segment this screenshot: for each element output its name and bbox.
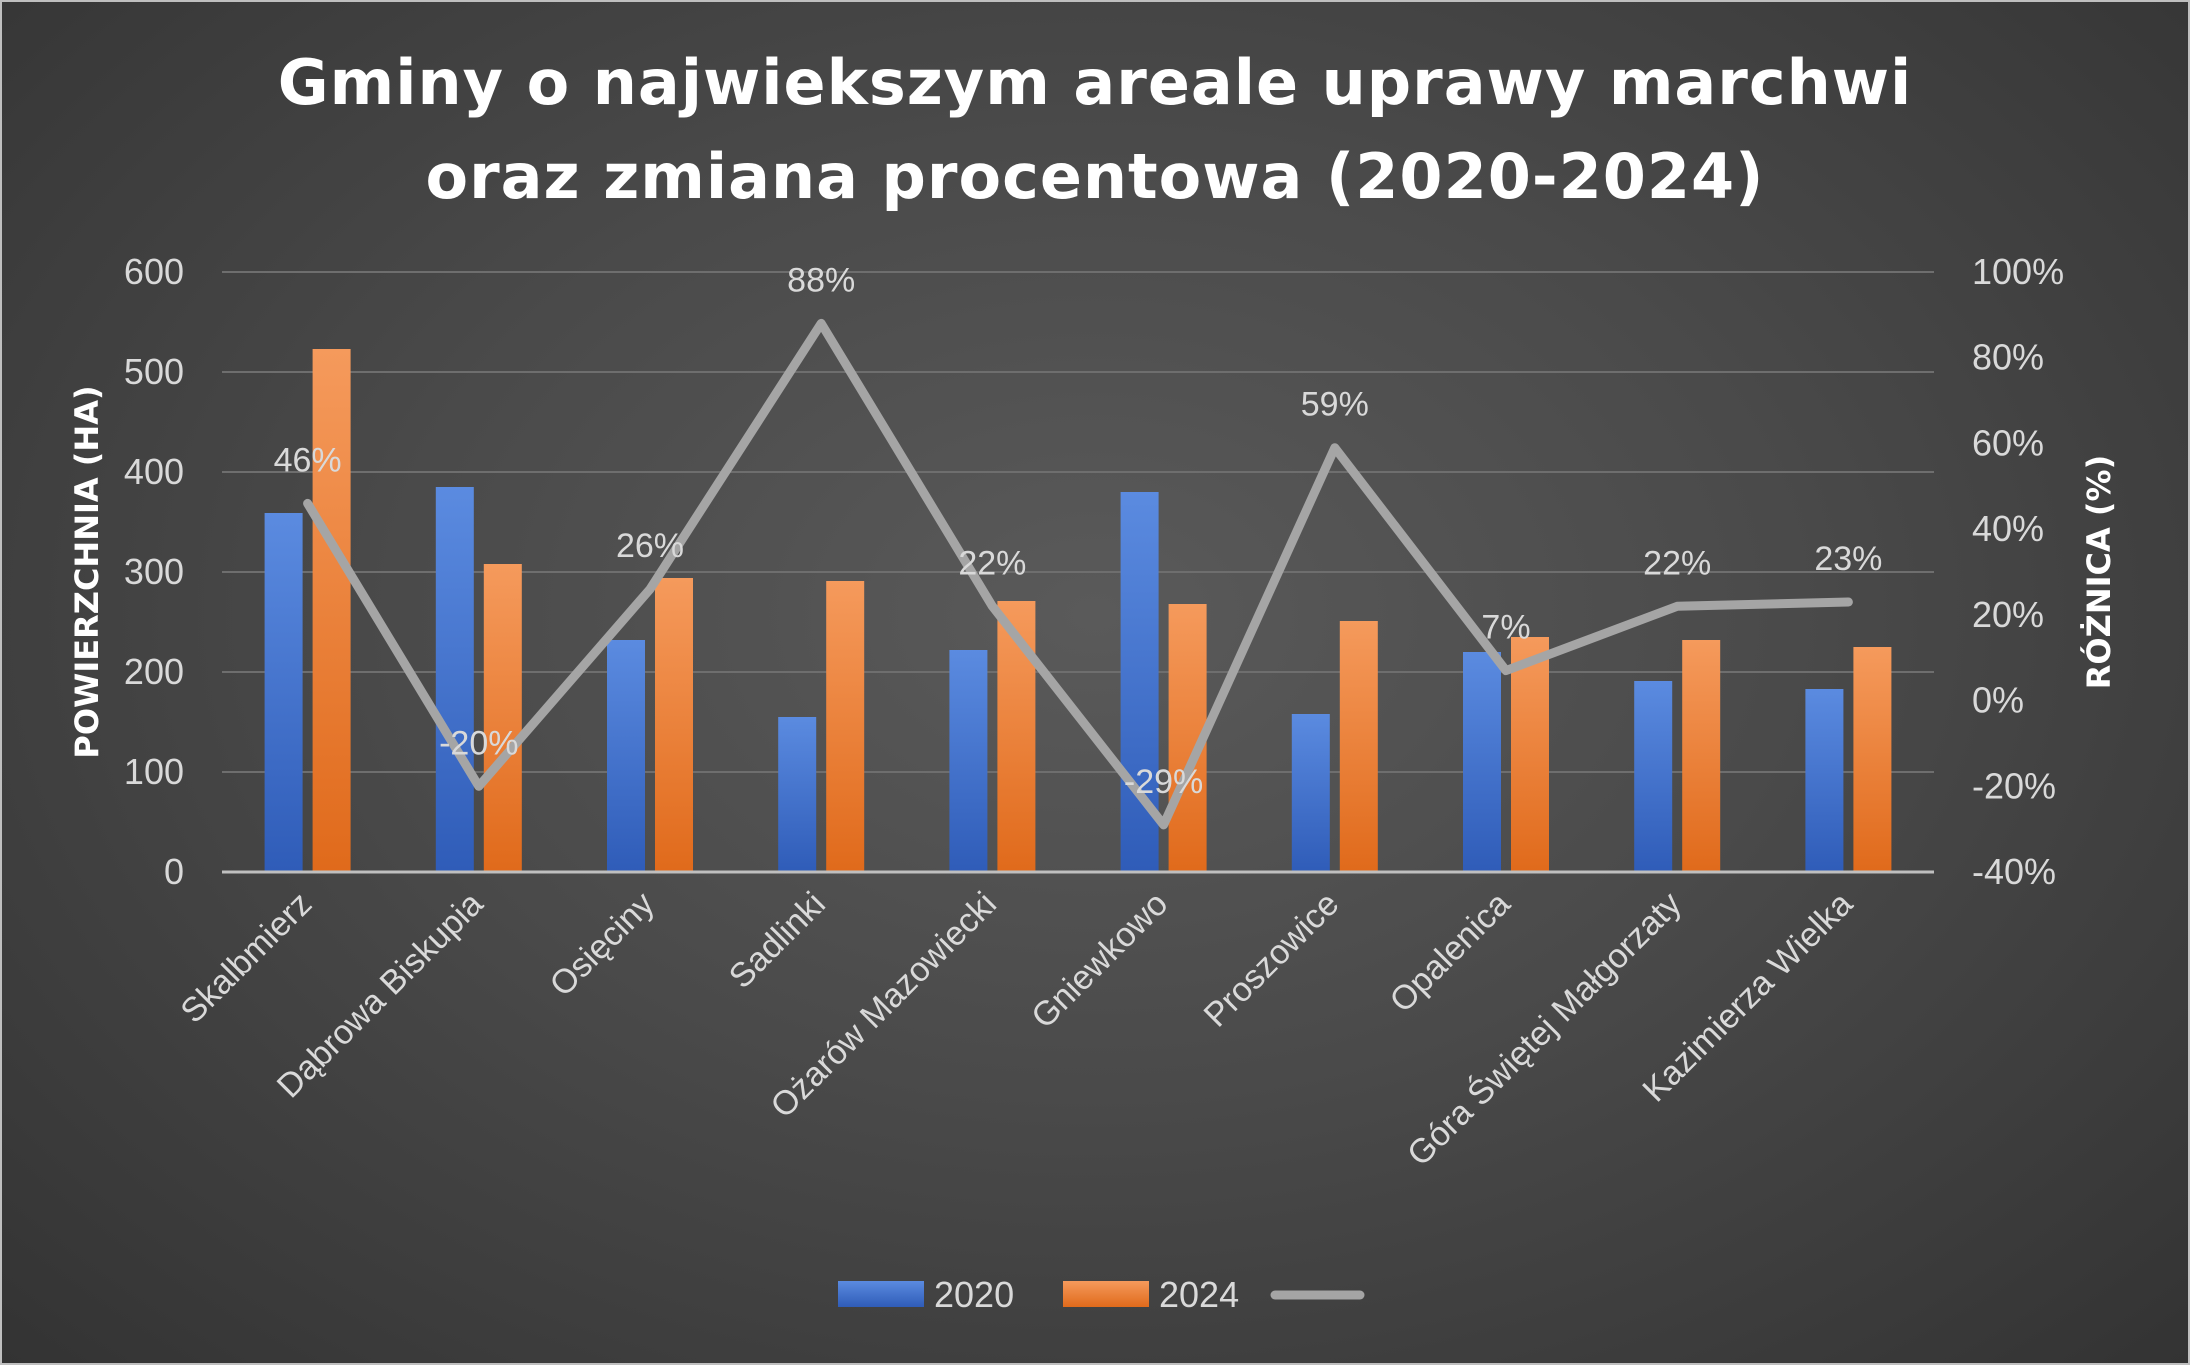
y-tick-label: 200: [124, 651, 184, 692]
difference-point-1: [306, 502, 309, 505]
bar-2024-7: [1339, 621, 1378, 872]
bar-2020-8: [1463, 652, 1501, 872]
category-label: Góra Świętej Małgorzaty: [1399, 884, 1688, 1173]
difference-point-9: [1676, 605, 1679, 608]
category-label: Opalenica: [1383, 885, 1518, 1020]
bar-2020-1: [264, 513, 303, 872]
bar-2024-2: [483, 564, 522, 872]
legend-label-2020: 2020: [934, 1274, 1014, 1315]
bar-2020-4: [778, 717, 817, 872]
difference-line: [303, 318, 1853, 830]
legend-label-2024: 2024: [1159, 1274, 1239, 1315]
bar-2020-2: [435, 487, 474, 872]
difference-data-label: 22%: [1643, 544, 1711, 582]
legend-swatch-2020: [838, 1281, 924, 1307]
difference-point-2: [477, 785, 480, 788]
bar-2020-9: [1634, 681, 1673, 872]
bars: [264, 349, 1892, 872]
difference-data-label: 88%: [787, 261, 855, 299]
bar-2020-10: [1805, 689, 1844, 872]
legend-swatch-2024: [1063, 1281, 1149, 1307]
y-tick-label: 400: [124, 451, 184, 492]
category-label: Osięciny: [543, 885, 662, 1004]
difference-point-6: [1162, 823, 1165, 826]
difference-point-7: [1333, 446, 1336, 449]
y2-tick-label: 40%: [1972, 508, 2044, 549]
y2-tick-label: -40%: [1972, 851, 2056, 892]
difference-data-label: 59%: [1301, 386, 1369, 424]
y-tick-label: 500: [124, 351, 184, 392]
difference-point-10: [1847, 601, 1850, 603]
chart-title: Gminy o najwiekszym areale uprawy marchw…: [278, 46, 1913, 213]
y2-tick-label: 100%: [1972, 251, 2064, 292]
difference-point-4: [820, 322, 823, 325]
bar-2024-10: [1853, 647, 1892, 872]
bar-2024-8: [1511, 637, 1549, 872]
bar-2020-3: [607, 640, 645, 872]
difference-data-label: 7%: [1481, 609, 1530, 647]
bar-2020-7: [1291, 714, 1330, 872]
y-tick-label: 600: [124, 251, 184, 292]
category-label: Proszowice: [1197, 885, 1347, 1035]
category-label: Gniewkowo: [1024, 885, 1175, 1036]
y2-tick-label: -20%: [1972, 765, 2056, 806]
legend: 2020 2024: [838, 1274, 1365, 1315]
chart-title-line-1: Gminy o najwiekszym areale uprawy marchw…: [278, 46, 1913, 119]
difference-data-label: -20%: [439, 724, 518, 762]
difference-data-label: 26%: [616, 527, 684, 565]
bar-2024-1: [312, 349, 351, 872]
category-label: Sadlinki: [722, 885, 833, 996]
y-tick-label: 0: [164, 851, 184, 892]
y2-tick-label: 60%: [1972, 422, 2044, 463]
difference-data-label: 46%: [274, 441, 342, 479]
difference-data-label: 23%: [1814, 540, 1882, 578]
bar-2020-5: [949, 650, 988, 872]
difference-point-5: [991, 605, 994, 608]
difference-data-label: 22%: [958, 544, 1026, 582]
difference-line-path: [303, 318, 1853, 830]
y2-tick-label: 80%: [1972, 337, 2044, 378]
y2-tick-label: 20%: [1972, 594, 2044, 635]
data-labels: 46% -20% 26% 88% 22% -29% 59% 7% 22% 23%: [274, 261, 1883, 800]
chart-title-line-2: oraz zmiana procentowa (2020-2024): [426, 140, 1765, 213]
difference-data-label: -29%: [1124, 763, 1203, 801]
y2-tick-label: 0%: [1972, 680, 2024, 721]
bar-2024-4: [826, 581, 865, 872]
y2-axis-title: RÓŻNICA (%): [2079, 455, 2118, 689]
bar-2024-3: [655, 578, 693, 872]
bar-2024-9: [1682, 640, 1721, 872]
category-label: Skalbmierz: [173, 885, 319, 1031]
y-axis-title: POWIERZCHNIA (HA): [68, 385, 106, 758]
y-tick-label: 100: [124, 751, 184, 792]
difference-point-8: [1505, 669, 1507, 672]
difference-point-3: [649, 588, 651, 591]
gridlines: [222, 271, 1934, 773]
y-tick-label: 300: [124, 551, 184, 592]
